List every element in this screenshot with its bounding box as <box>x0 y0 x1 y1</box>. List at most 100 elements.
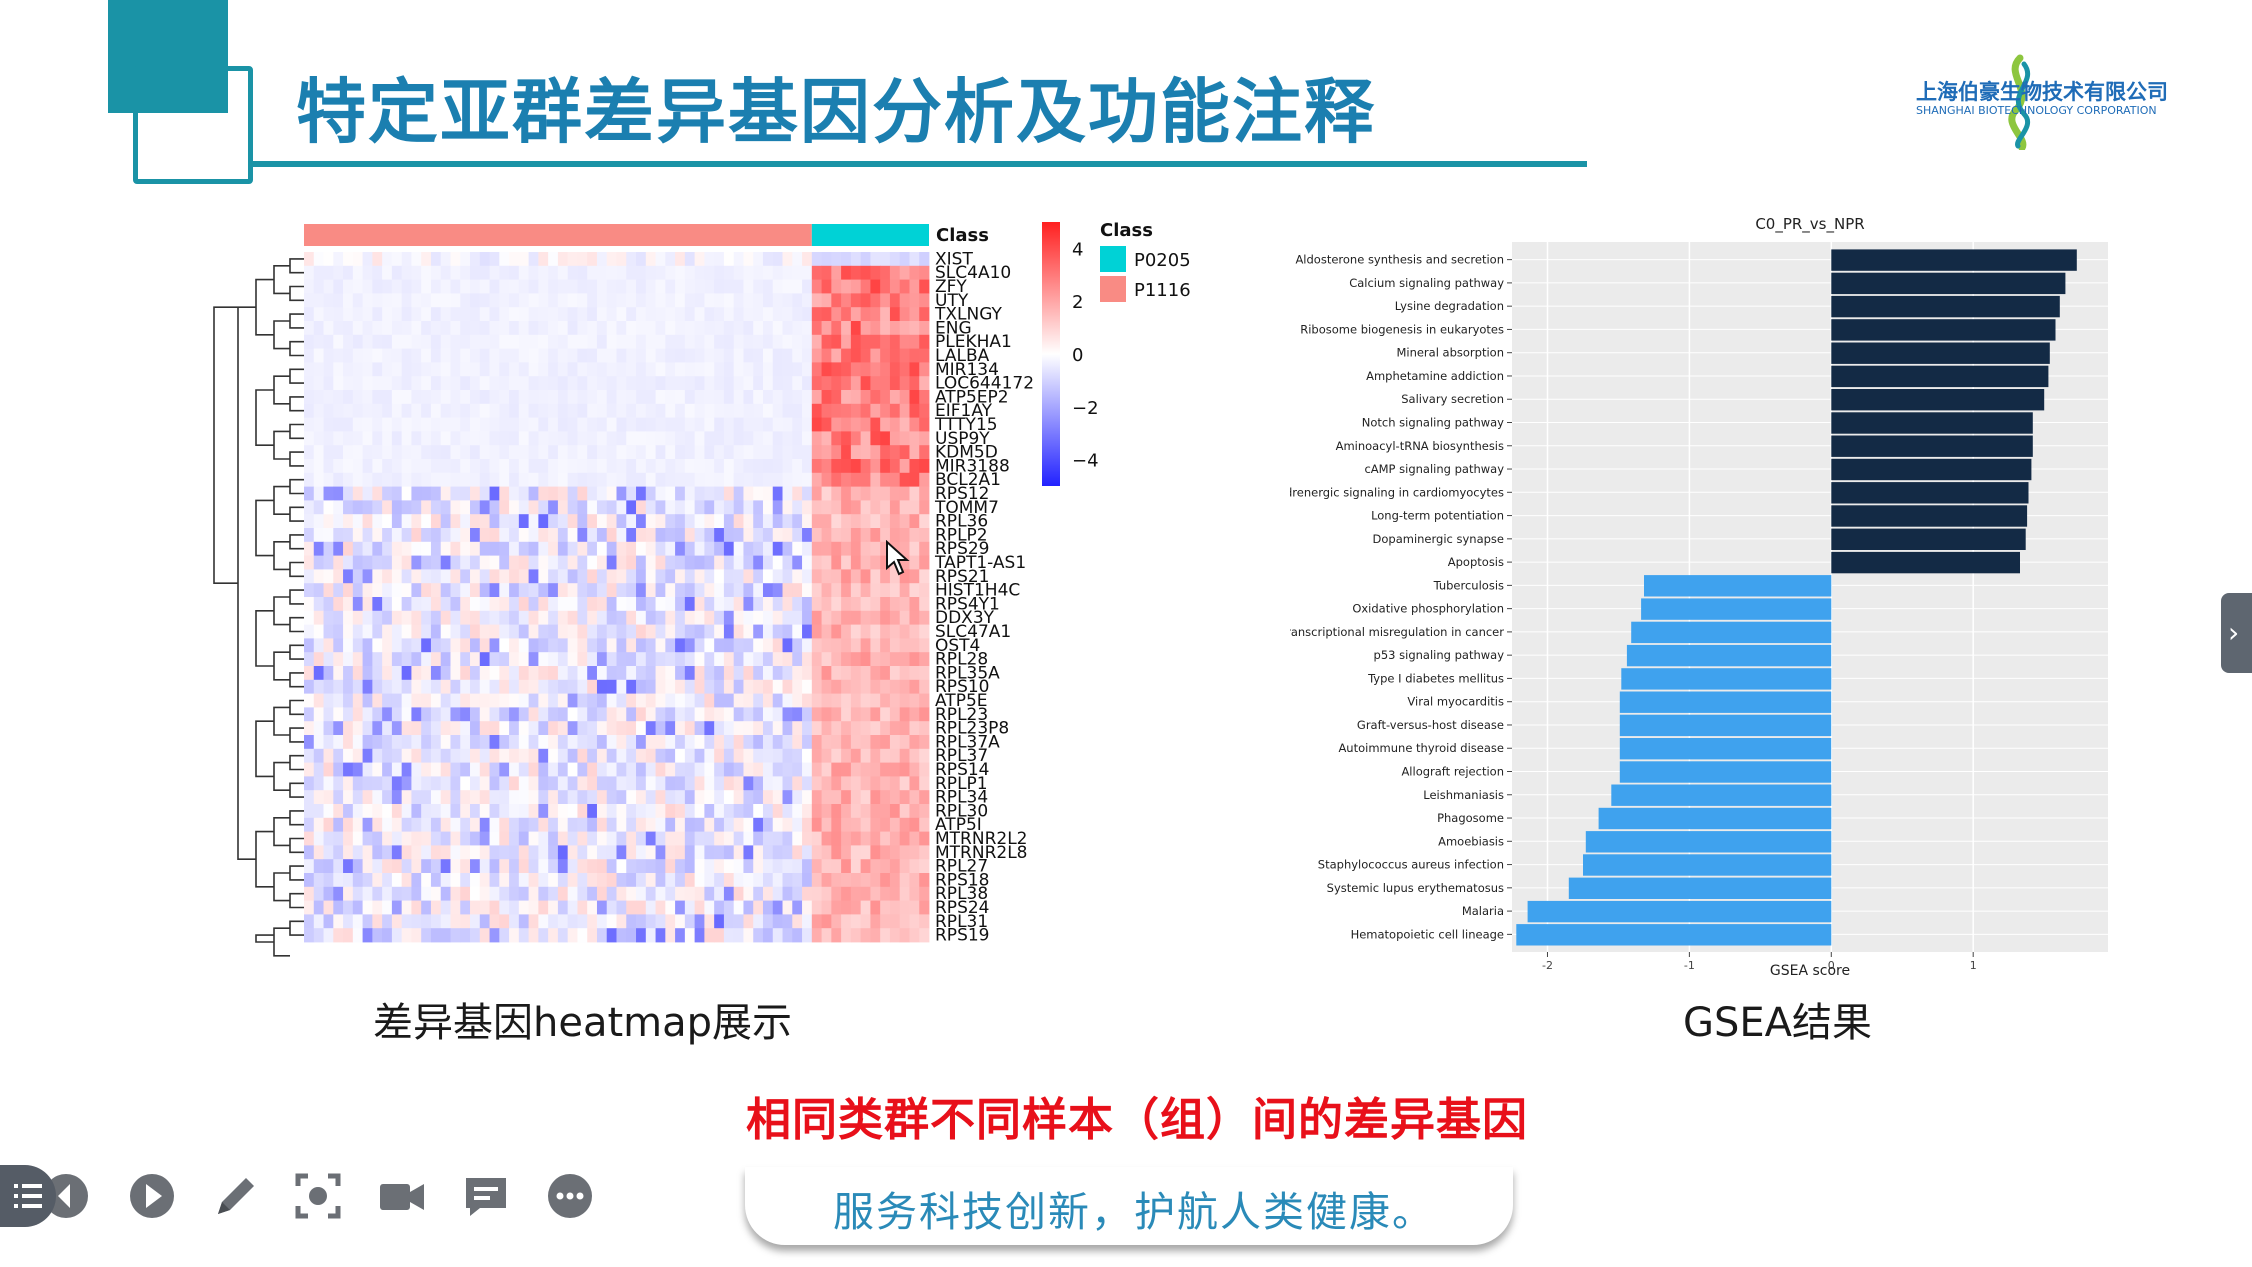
heatmap-cell <box>450 252 461 267</box>
heatmap-cell <box>675 376 686 391</box>
heatmap-cell <box>362 348 373 363</box>
heatmap-cell <box>616 914 627 929</box>
gene-label: RPL23P8 <box>935 719 1009 739</box>
heatmap-cell <box>723 776 735 791</box>
heatmap-cell <box>831 583 842 598</box>
heatmap-cell <box>606 265 617 280</box>
heatmap-cell <box>596 804 608 819</box>
heatmap-cell <box>489 321 500 336</box>
heatmap-cell <box>909 721 920 736</box>
heatmap-cell <box>636 900 647 915</box>
heatmap-cell <box>655 652 666 667</box>
heatmap-cell <box>723 321 735 336</box>
heatmap-cell <box>538 748 549 763</box>
heatmap-cell <box>470 376 481 391</box>
heatmap-cell <box>382 831 393 846</box>
heatmap-cell <box>528 376 539 391</box>
heatmap-cell <box>313 900 324 915</box>
heatmap-cell <box>440 279 451 294</box>
heatmap-cell <box>753 597 764 612</box>
heatmap-cell <box>450 597 461 612</box>
heatmap-cell <box>616 334 627 349</box>
gsea-category-label: Viral myocarditis <box>1407 695 1504 709</box>
heatmap-cell <box>889 528 901 543</box>
heatmap-cell <box>841 334 852 349</box>
heatmap-cell <box>919 721 930 736</box>
heatmap-cell <box>304 486 315 501</box>
heatmap-cell <box>811 831 822 846</box>
heatmap-cell <box>323 790 334 805</box>
heatmap-cell <box>362 914 373 929</box>
heatmap-cell <box>323 362 334 377</box>
heatmap-cell <box>723 390 735 405</box>
heatmap-cell <box>499 252 510 267</box>
heatmap-cell <box>880 790 891 805</box>
side-panel-toggle[interactable] <box>2221 593 2252 673</box>
heatmap-cell <box>596 472 608 487</box>
heatmap-cell <box>616 721 627 736</box>
heatmap-cell <box>616 514 627 529</box>
heatmap-cell <box>909 762 920 777</box>
heatmap-cell <box>509 845 520 860</box>
heatmap-cell <box>587 500 598 515</box>
heatmap-cell <box>870 555 881 570</box>
heatmap-cell <box>489 873 500 888</box>
heatmap-cell <box>421 376 432 391</box>
heatmap-cell <box>548 900 559 915</box>
heatmap-cell <box>792 638 803 653</box>
heatmap-cell <box>880 390 891 405</box>
heatmap-cell <box>606 597 617 612</box>
heatmap-cell <box>626 569 637 584</box>
camera-icon[interactable] <box>376 1170 428 1222</box>
heatmap-cell <box>596 776 608 791</box>
heatmap-cell <box>509 362 520 377</box>
heatmap-cell <box>782 610 793 625</box>
heatmap-cell <box>372 597 383 612</box>
heatmap-cell <box>889 403 901 418</box>
heatmap-cell <box>792 334 803 349</box>
more-icon[interactable] <box>544 1170 596 1222</box>
chat-icon[interactable] <box>460 1170 512 1222</box>
prev-icon[interactable] <box>40 1170 92 1222</box>
heatmap-cell <box>548 348 559 363</box>
heatmap-cell <box>333 790 344 805</box>
heatmap-cell <box>362 859 373 874</box>
heatmap-cell <box>626 583 637 598</box>
heatmap-cell <box>782 403 793 418</box>
heatmap-cell <box>343 900 354 915</box>
heatmap-cell <box>909 638 920 653</box>
heatmap-cell <box>470 914 481 929</box>
heatmap-cell <box>645 845 656 860</box>
play-icon[interactable] <box>126 1170 178 1222</box>
heatmap-cell <box>831 362 842 377</box>
heatmap-cell <box>850 514 862 529</box>
heatmap-cell <box>616 362 627 377</box>
heatmap-cell <box>528 486 539 501</box>
heatmap-cell <box>587 362 598 377</box>
heatmap-cell <box>811 610 822 625</box>
heatmap-cell <box>304 403 315 418</box>
heatmap-cell <box>811 348 822 363</box>
heatmap-cell <box>372 666 383 681</box>
heatmap-cell <box>567 721 578 736</box>
heatmap-cell <box>880 707 891 722</box>
heatmap-cell <box>841 541 852 556</box>
heatmap-cell <box>587 790 598 805</box>
heatmap-cell <box>411 928 422 943</box>
heatmap-cell <box>704 679 715 694</box>
heatmap-cell <box>714 831 725 846</box>
gsea-bar <box>1619 691 1832 713</box>
heatmap-cell <box>704 624 715 639</box>
heatmap-cell <box>509 348 520 363</box>
heatmap-cell <box>909 735 920 750</box>
screenshot-icon[interactable] <box>292 1170 344 1222</box>
pen-icon[interactable] <box>210 1170 262 1222</box>
heatmap-cell <box>333 307 344 322</box>
heatmap-cell <box>636 403 647 418</box>
menu-button[interactable] <box>0 1165 56 1227</box>
heatmap-cell <box>460 914 471 929</box>
heatmap-cell <box>870 610 881 625</box>
heatmap-cell <box>645 886 656 901</box>
heatmap-cell <box>421 900 432 915</box>
heatmap-cell <box>899 873 910 888</box>
